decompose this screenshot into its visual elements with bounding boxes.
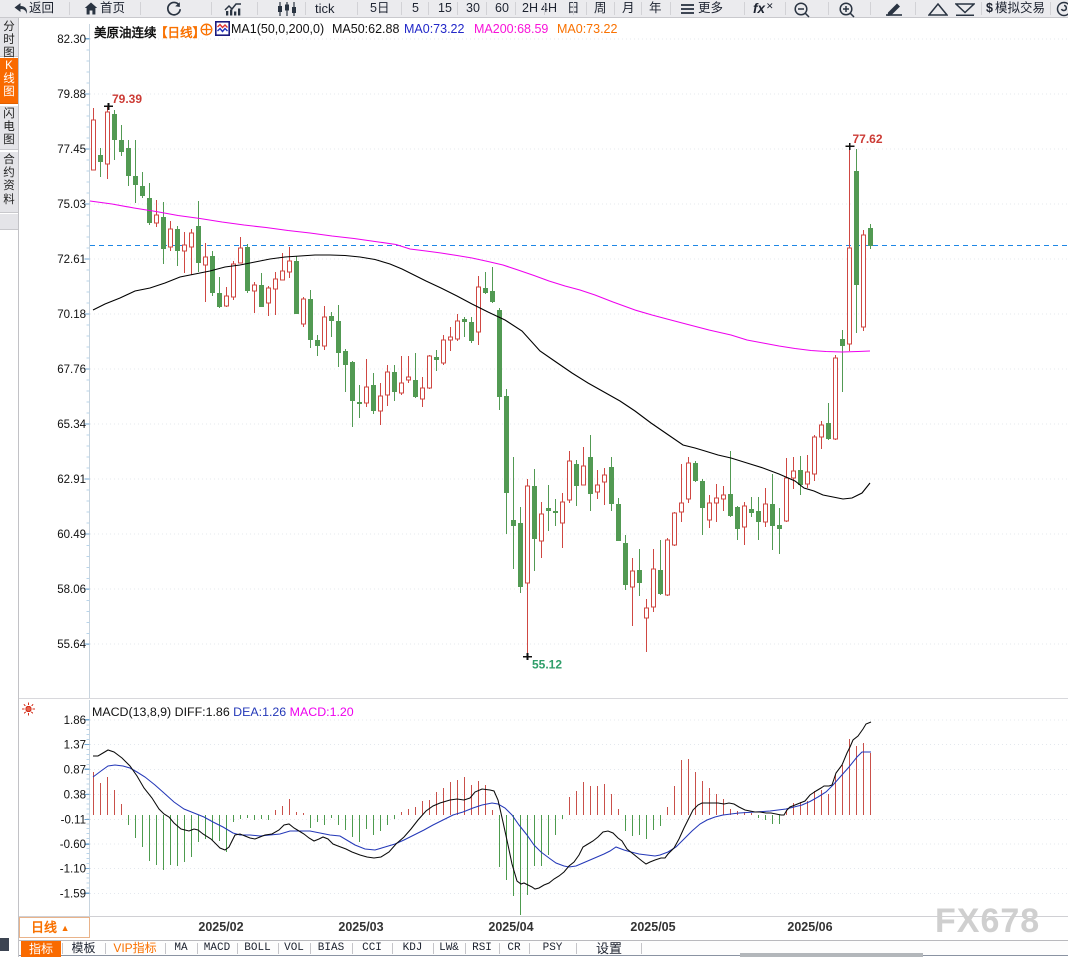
svg-text:77.45: 77.45 (57, 144, 86, 156)
svg-text:65.34: 65.34 (57, 419, 86, 431)
svg-text:70.18: 70.18 (57, 309, 86, 321)
svg-text:67.76: 67.76 (57, 364, 86, 376)
svg-text:0.38: 0.38 (64, 790, 86, 802)
svg-text:-1.59: -1.59 (60, 888, 86, 900)
svg-text:FX678: FX678 (935, 902, 1040, 940)
svg-text:79.88: 79.88 (57, 89, 86, 101)
svg-text:60.49: 60.49 (57, 529, 86, 541)
svg-text:2025/02: 2025/02 (198, 920, 243, 934)
svg-text:77.62: 77.62 (853, 132, 883, 146)
svg-text:MACD(13,8,9) DIFF:1.86 DEA:1.: MACD(13,8,9) DIFF:1.86 DEA:1.26 MACD:1.2… (92, 705, 354, 719)
svg-text:2025/06: 2025/06 (787, 920, 832, 934)
svg-text:2025/04: 2025/04 (488, 920, 533, 934)
svg-text:79.39: 79.39 (112, 92, 142, 106)
svg-text:0.87: 0.87 (64, 764, 86, 776)
svg-text:-0.60: -0.60 (60, 839, 86, 851)
svg-text:-1.10: -1.10 (60, 864, 86, 876)
svg-text:72.61: 72.61 (57, 254, 86, 266)
svg-text:1.86: 1.86 (64, 715, 86, 727)
svg-text:75.03: 75.03 (57, 199, 86, 211)
svg-text:2025/03: 2025/03 (338, 920, 383, 934)
svg-text:55.64: 55.64 (57, 639, 86, 651)
svg-text:58.06: 58.06 (57, 584, 86, 596)
svg-text:-0.11: -0.11 (61, 814, 86, 826)
svg-text:1.37: 1.37 (64, 740, 86, 752)
svg-text:55.12: 55.12 (532, 658, 562, 672)
svg-text:82.30: 82.30 (57, 34, 86, 46)
svg-text:62.91: 62.91 (57, 474, 86, 486)
svg-text:2025/05: 2025/05 (630, 920, 675, 934)
